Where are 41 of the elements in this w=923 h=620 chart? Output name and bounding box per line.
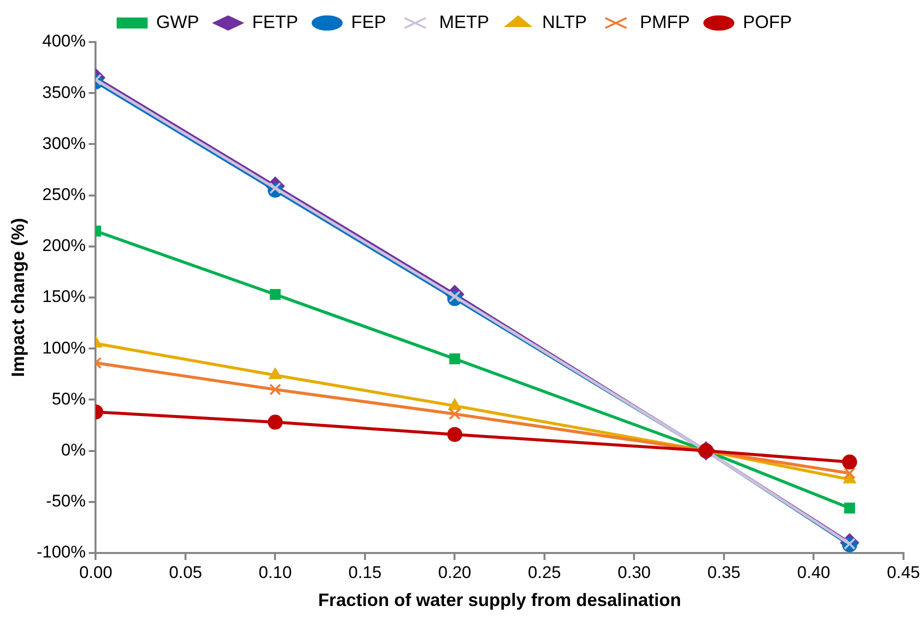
legend-label: METP [439,12,490,32]
y-tick-label: 150% [42,287,86,306]
y-tick-label: -100% [36,542,86,562]
y-tick-label: 0% [61,440,86,460]
x-tick-label: 0.20 [438,562,472,582]
point [268,414,283,430]
legend-label: FETP [252,12,298,32]
legend-label: GWP [156,12,200,32]
x-tick-label: 0.10 [258,562,292,582]
legend-label: NLTP [542,12,587,32]
legend-label: PMFP [640,12,690,32]
y-tick-label: 100% [42,338,86,358]
legend-label: POFP [742,12,792,32]
point [448,408,461,420]
x-tick-label: 0.45 [886,562,920,582]
y-tick-label: 50% [52,389,86,408]
point [447,426,462,442]
x-tick-label: 0.30 [618,562,651,582]
point [844,502,856,514]
point [270,288,281,300]
x-axis-title: Fraction of water supply from desalination [318,590,682,610]
point [269,182,282,194]
x-tick-label: 0.25 [528,562,562,582]
x-tick-label: 0.05 [168,562,202,582]
y-axis-title: Impact change (%) [8,218,28,378]
y-tick-label: -50% [46,492,86,511]
point [448,290,461,302]
x-tick-label: 0.00 [79,562,112,582]
x-tick-label: 0.35 [707,562,741,582]
legend-label: FEP [351,12,386,32]
y-tick-label: 200% [42,236,86,256]
point [449,353,460,364]
y-tick-label: 250% [42,184,86,204]
point [269,384,282,396]
y-tick-label: 350% [42,82,86,102]
y-tick-label: 400% [42,32,86,51]
x-tick-label: 0.15 [348,562,382,582]
point [842,454,858,470]
point [844,467,856,480]
x-tick-label: 0.40 [797,562,830,582]
y-tick-label: 300% [42,134,86,153]
